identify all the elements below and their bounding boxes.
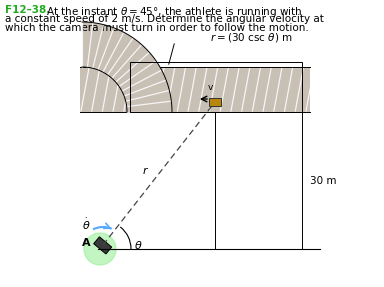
Text: A: A [82,238,90,248]
Text: At the instant $\theta = 45°$, the athlete is running with: At the instant $\theta = 45°$, the athle… [46,5,303,19]
Circle shape [84,233,116,265]
Text: v: v [207,83,213,92]
Polygon shape [82,22,172,112]
Text: θ: θ [135,241,142,251]
Text: $r = (30\ \mathrm{csc}\ \theta)\ \mathrm{m}$: $r = (30\ \mathrm{csc}\ \theta)\ \mathrm… [210,31,293,44]
Text: r: r [143,166,147,177]
FancyBboxPatch shape [94,237,112,254]
Text: F12–38.: F12–38. [5,5,50,15]
Bar [130,62,302,112]
Bar [209,98,221,106]
Text: a constant speed of 2 m/s. Determine the angular velocity at: a constant speed of 2 m/s. Determine the… [5,14,324,24]
Text: 30 m: 30 m [310,175,336,185]
Bar [80,67,310,112]
Text: $\dot{\theta}$: $\dot{\theta}$ [81,217,90,232]
Text: which the camera must turn in order to follow the motion.: which the camera must turn in order to f… [5,23,309,33]
